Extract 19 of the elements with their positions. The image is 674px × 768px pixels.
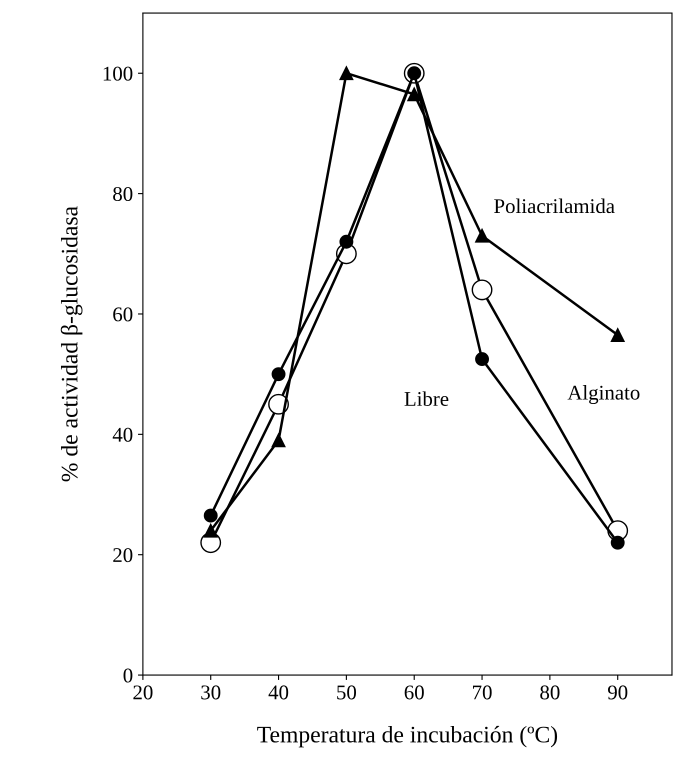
x-axis-title: Temperatura de incubación (ºC)	[257, 726, 558, 748]
x-tick-label: 60	[404, 685, 424, 700]
y-tick-label: 100	[104, 66, 132, 81]
x-tick-label: 80	[540, 685, 560, 700]
y-axis-title: % de actividad β-glucosidasa	[60, 206, 82, 482]
y-tick-label: 60	[113, 307, 132, 322]
y-tick-label: 20	[113, 548, 132, 562]
x-tick-label: 30	[201, 685, 220, 700]
series-label: Poliacrilamida	[494, 198, 615, 214]
series-label: Alginato	[568, 385, 640, 404]
x-tick-label: 90	[608, 685, 628, 700]
x-tick-label: 50	[337, 685, 356, 700]
series-label: Libre	[404, 391, 448, 406]
y-tick-label: 0	[124, 668, 132, 683]
x-tick-label: 20	[133, 685, 153, 700]
x-tick-label: 40	[268, 685, 288, 700]
y-tick-label: 40	[112, 428, 132, 442]
y-tick-label: 80	[113, 186, 132, 202]
x-tick-label: 70	[473, 685, 492, 700]
